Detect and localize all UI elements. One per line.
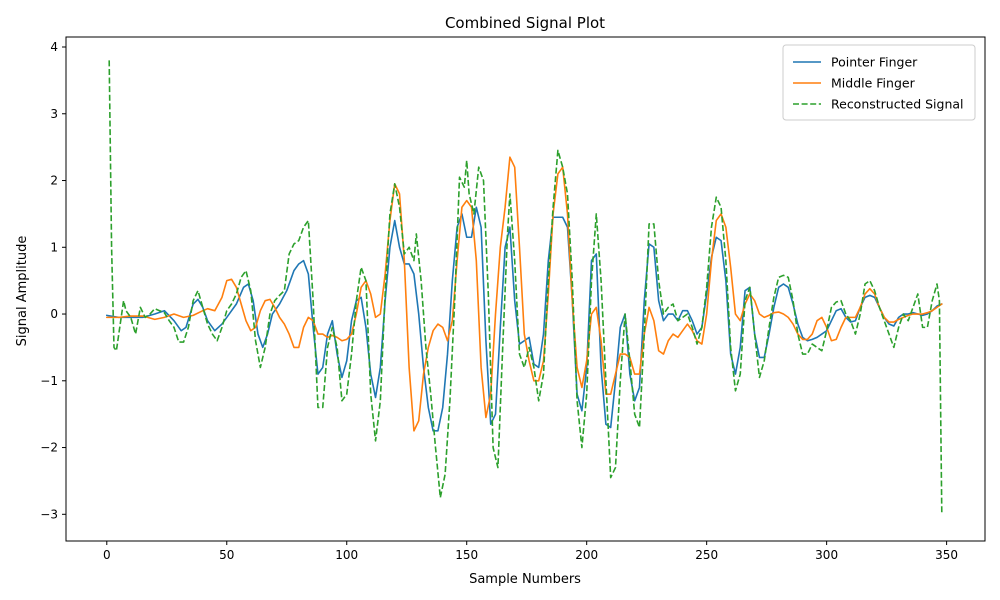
y-tick-label: 0	[50, 307, 58, 321]
plot-area	[105, 60, 943, 515]
x-axis-title: Sample Numbers	[469, 572, 581, 587]
series-line-middle-finger	[105, 156, 943, 432]
y-tick-label: 1	[50, 240, 58, 254]
chart-title: Combined Signal Plot	[445, 14, 605, 32]
axes-frame	[65, 36, 986, 542]
x-tick-label: 200	[575, 548, 598, 562]
legend-box	[782, 44, 976, 121]
x-tick-label: 250	[695, 548, 718, 562]
y-axis-title: Signal Amplitude	[15, 236, 30, 347]
series-line-pointer-finger	[105, 206, 943, 432]
legend-label-middle-finger: Middle Finger	[831, 76, 916, 91]
legend-label-reconstructed-signal: Reconstructed Signal	[831, 97, 964, 112]
x-tick-label: 350	[935, 548, 958, 562]
x-tick-label: 0	[103, 548, 111, 562]
y-tick-label: −2	[40, 441, 58, 455]
series-group	[105, 60, 943, 515]
legend: Pointer Finger Middle Finger Reconstructed…	[782, 44, 976, 121]
y-tick-label: −3	[40, 507, 58, 521]
y-tick-label: −1	[40, 374, 58, 388]
x-tick-label: 300	[815, 548, 838, 562]
x-tick-label: 100	[335, 548, 358, 562]
y-tick-label: 2	[50, 174, 58, 188]
x-tick-label: 50	[219, 548, 234, 562]
series-line-reconstructed-signal	[108, 60, 943, 515]
y-tick-label: 4	[50, 40, 58, 54]
axes: 0 50 100 150 200 250 300 350 −3 −2 −1 0 1 2 3 4	[40, 36, 986, 562]
legend-label-pointer-finger: Pointer Finger	[831, 55, 918, 70]
y-tick-label: 3	[50, 107, 58, 121]
x-tick-label: 150	[455, 548, 478, 562]
